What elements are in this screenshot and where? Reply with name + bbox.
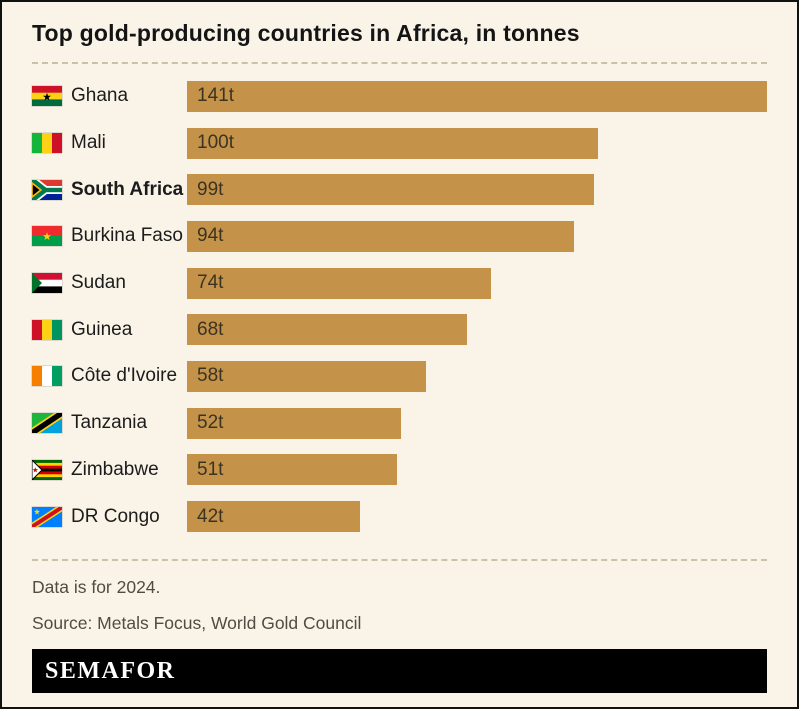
chart-row-ghana: Ghana 141t (32, 73, 767, 119)
bar-value-label: 141t (197, 85, 234, 107)
bar-track: 74t (187, 267, 767, 299)
chart-row-sudan: Sudan 74t (32, 260, 767, 306)
row-label-cell: Guinea (32, 319, 187, 341)
country-label: DR Congo (71, 505, 160, 527)
bar-mali: 100t (187, 127, 599, 159)
bar-value-label: 100t (197, 132, 234, 154)
bar-track: 52t (187, 407, 767, 439)
country-label: Sudan (71, 272, 126, 294)
bar-guinea: 68t (187, 314, 467, 346)
country-label: Ghana (71, 85, 129, 107)
chart-row-zimbabwe: Zimbabwe 51t (32, 447, 767, 493)
semafor-wordmark: SEMAFOR (45, 657, 176, 684)
bar-track: 99t (187, 174, 767, 206)
row-label-cell: Burkina Faso (32, 225, 187, 247)
bar-value-label: 51t (197, 458, 224, 480)
zimbabwe-flag-icon (32, 459, 62, 480)
bar-zimbabwe: 51t (187, 454, 397, 486)
semafor-logo: SEMAFOR (32, 649, 767, 693)
row-label-cell: DR Congo (32, 506, 187, 528)
top-divider (32, 62, 767, 64)
country-label: South Africa (71, 178, 184, 200)
bar-tanzania: 52t (187, 407, 401, 439)
bar-track: 94t (187, 220, 767, 252)
bar-burkina-faso: 94t (187, 220, 574, 252)
data-note: Data is for 2024. (32, 577, 161, 597)
country-label: Zimbabwe (71, 458, 159, 480)
row-label-cell: South Africa (32, 179, 187, 201)
bar-value-label: 74t (197, 272, 224, 294)
sudan-flag-icon (32, 273, 62, 294)
bar-value-label: 68t (197, 318, 224, 340)
chart-row-dr-congo: DR Congo 42t (32, 494, 767, 540)
country-label: Côte d'Ivoire (71, 365, 178, 387)
bar-value-label: 99t (197, 178, 224, 200)
bar-south-africa: 99t (187, 174, 595, 206)
row-label-cell: Côte d'Ivoire (32, 365, 187, 387)
bottom-divider (32, 559, 767, 561)
country-label: Guinea (71, 318, 133, 340)
source-note: Source: Metals Focus, World Gold Council (32, 613, 362, 633)
chart-row-burkina-faso: Burkina Faso 94t (32, 213, 767, 259)
chart-row-south-africa: South Africa 99t (32, 167, 767, 213)
bar-value-label: 52t (197, 412, 224, 434)
bar-chart: Ghana 141t Mali 100t (32, 73, 767, 540)
country-label: Tanzania (71, 412, 148, 434)
bar-value-label: 42t (197, 505, 224, 527)
row-label-cell: Sudan (32, 272, 187, 294)
country-label: Mali (71, 132, 106, 154)
bar-track: 51t (187, 454, 767, 486)
bar-track: 141t (187, 80, 767, 112)
chart-row-mali: Mali 100t (32, 120, 767, 166)
south-africa-flag-icon (32, 179, 62, 200)
tanzania-flag-icon (32, 413, 62, 434)
guinea-flag-icon (32, 319, 62, 340)
ghana-flag-icon (32, 86, 62, 107)
bar-sudan: 74t (187, 267, 492, 299)
bar-value-label: 94t (197, 225, 224, 247)
row-label-cell: Zimbabwe (32, 459, 187, 481)
mali-flag-icon (32, 133, 62, 154)
chart-row-tanzania: Tanzania 52t (32, 400, 767, 446)
bar-ghana: 141t (187, 80, 767, 112)
chart-row-guinea: Guinea 68t (32, 307, 767, 353)
bar-track: 100t (187, 127, 767, 159)
bar-track: 58t (187, 360, 767, 392)
row-label-cell: Tanzania (32, 412, 187, 434)
cote-divoire-flag-icon (32, 366, 62, 387)
dr-congo-flag-icon (32, 506, 62, 527)
country-label: Burkina Faso (71, 225, 183, 247)
bar-cote-divoire: 58t (187, 360, 426, 392)
bar-track: 68t (187, 314, 767, 346)
bar-dr-congo: 42t (187, 501, 360, 533)
bar-value-label: 58t (197, 365, 224, 387)
chart-row-cote-divoire: Côte d'Ivoire 58t (32, 353, 767, 399)
row-label-cell: Ghana (32, 85, 187, 107)
burkina-faso-flag-icon (32, 226, 62, 247)
chart-title: Top gold-producing countries in Africa, … (32, 20, 580, 46)
row-label-cell: Mali (32, 132, 187, 154)
bar-track: 42t (187, 501, 767, 533)
